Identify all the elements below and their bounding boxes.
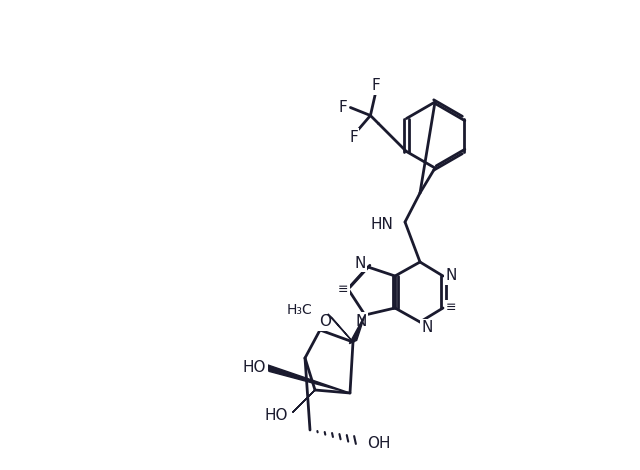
Text: HO: HO xyxy=(264,408,288,423)
Text: N: N xyxy=(421,321,433,336)
Text: F: F xyxy=(371,78,380,93)
Text: H₃C: H₃C xyxy=(286,303,312,317)
Text: O: O xyxy=(319,314,331,329)
Text: N: N xyxy=(445,268,457,283)
Text: N: N xyxy=(355,256,365,271)
Text: N: N xyxy=(355,313,367,329)
Text: HN: HN xyxy=(370,217,393,232)
Polygon shape xyxy=(328,314,353,342)
Text: ≡: ≡ xyxy=(445,301,456,314)
Polygon shape xyxy=(292,390,315,413)
Text: ≡: ≡ xyxy=(338,282,348,296)
Text: HO: HO xyxy=(243,360,266,376)
Polygon shape xyxy=(267,365,350,393)
Text: OH: OH xyxy=(367,437,390,452)
Polygon shape xyxy=(349,315,365,344)
Text: F: F xyxy=(349,130,358,145)
Text: F: F xyxy=(338,100,347,115)
